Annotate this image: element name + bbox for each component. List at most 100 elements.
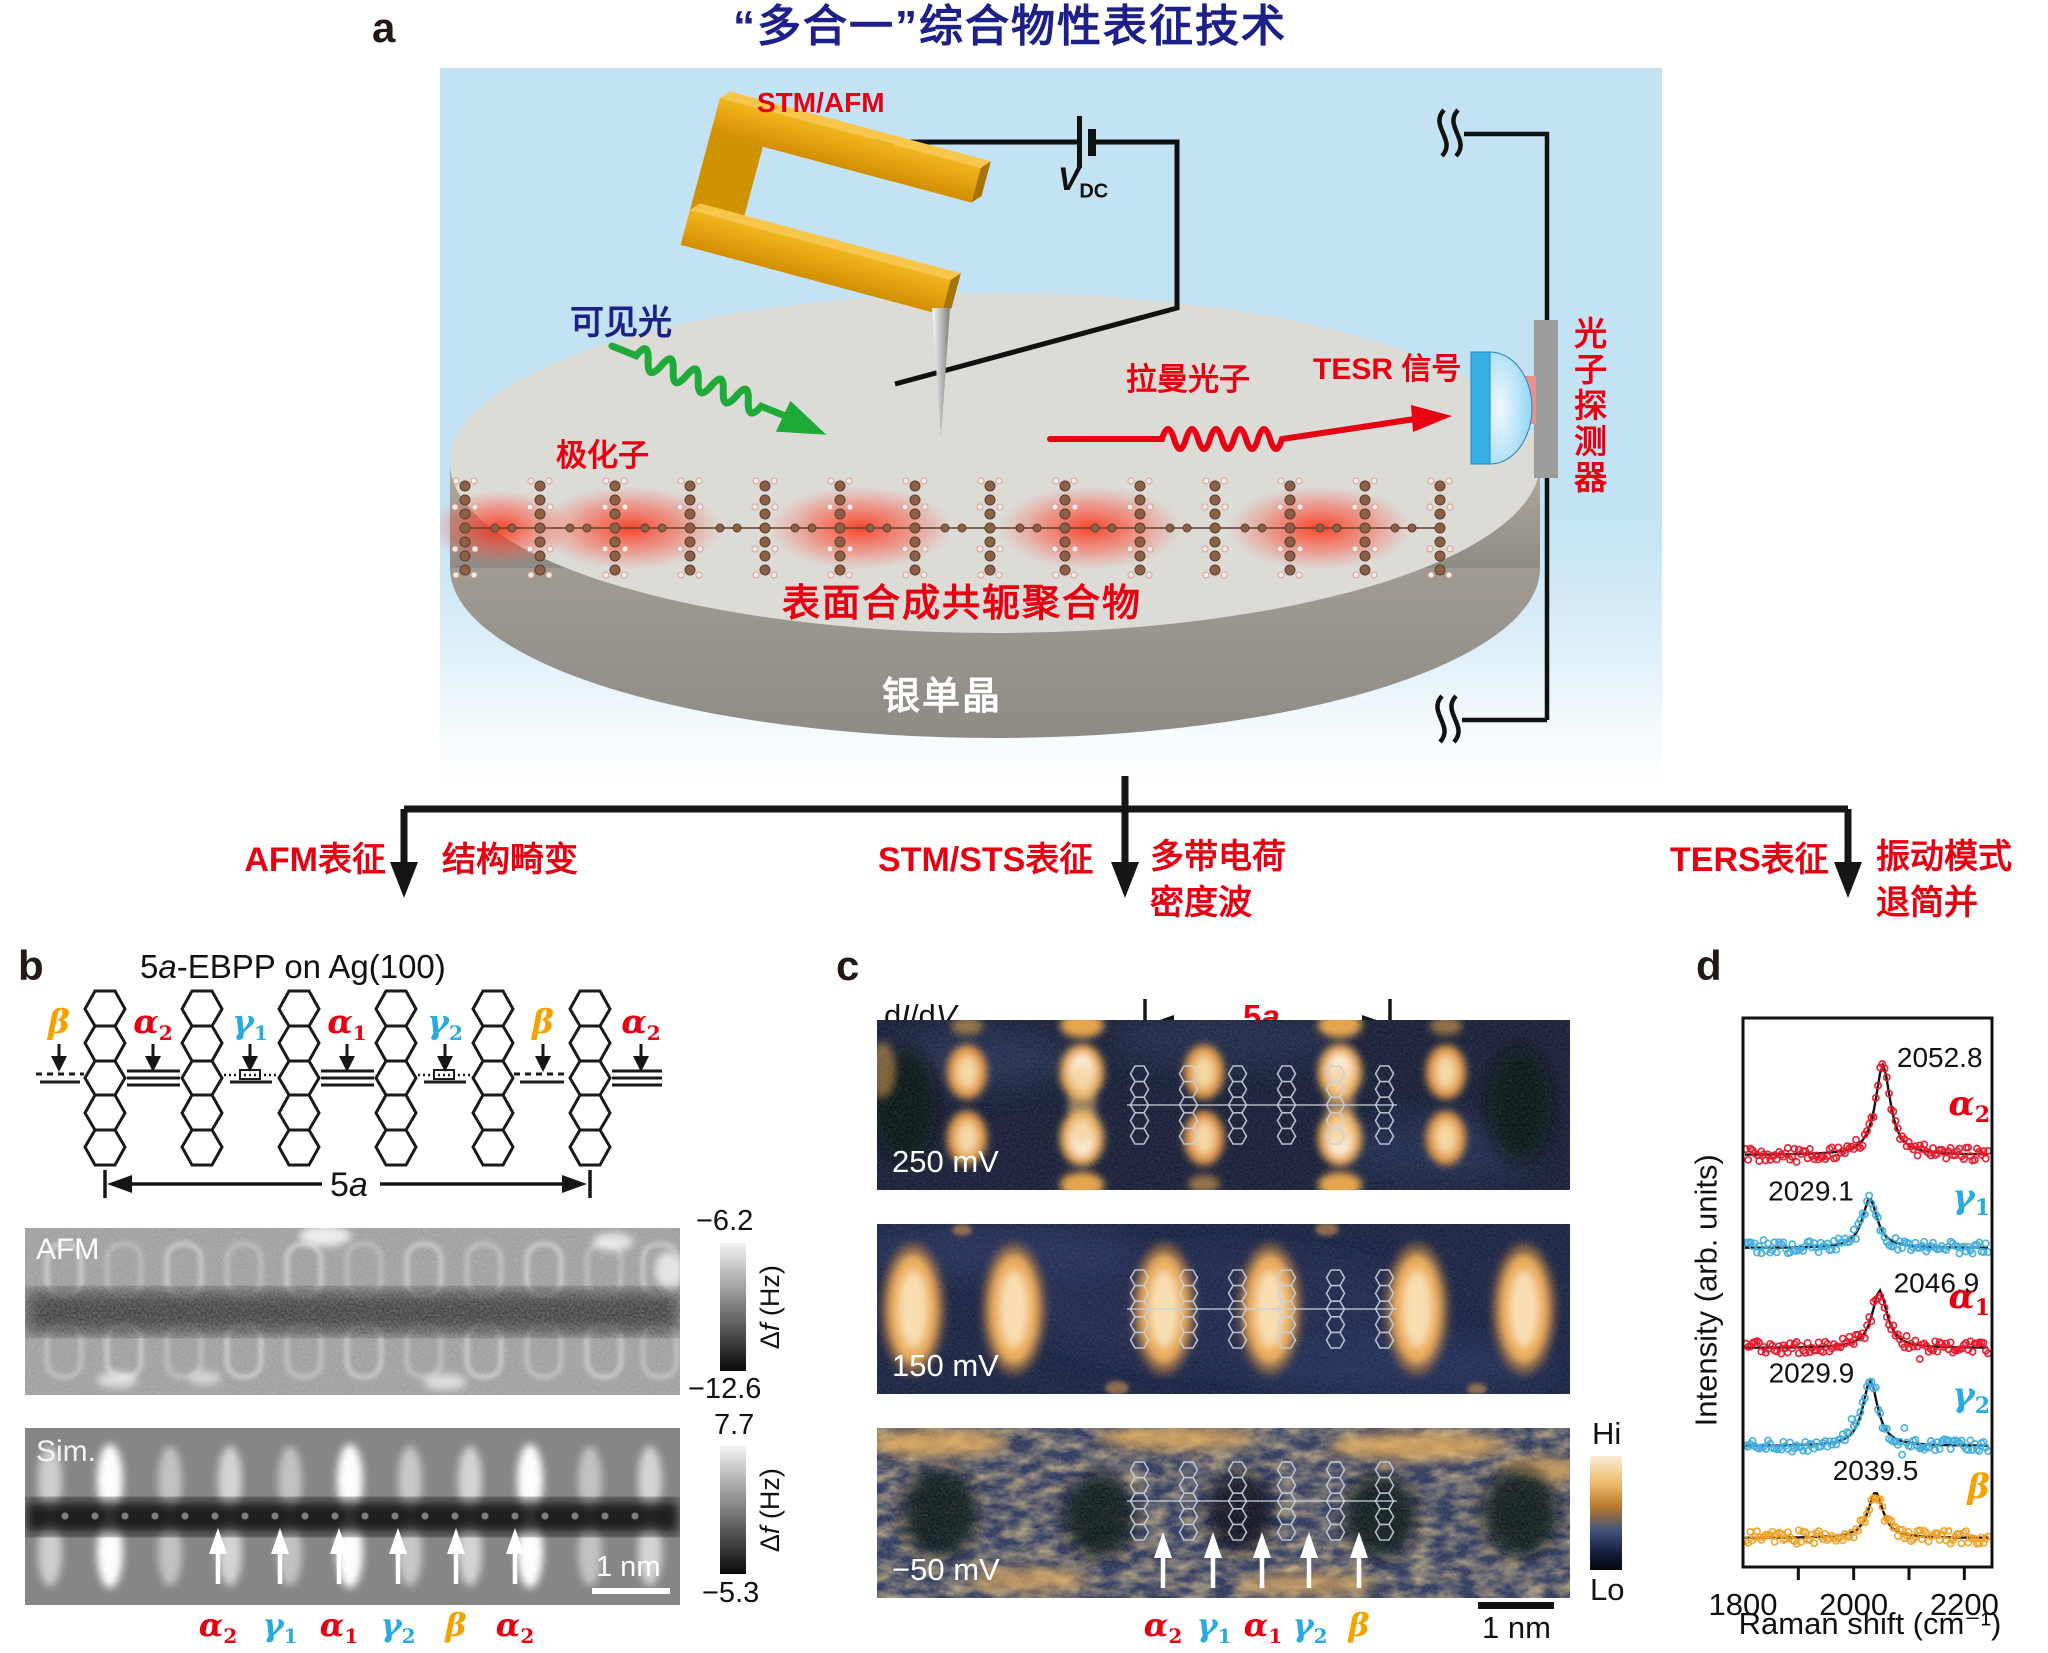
peak-label-gamma1: 2029.1 — [1768, 1176, 1854, 1207]
stm-branch-method: STM/STS表征 — [878, 841, 1094, 879]
mode-label-α2: α2 — [133, 1002, 173, 1045]
wire-break-icon — [1437, 696, 1458, 742]
didv-map-150mv — [877, 1224, 1570, 1394]
visible-light-label: 可见光 — [570, 304, 672, 342]
panel-d-label: d — [1696, 942, 1722, 989]
c-scalebar-label: 1 nm — [1482, 1610, 1551, 1645]
ters-branch-method: TERS表征 — [1670, 841, 1829, 879]
didv-map-minus50mv — [877, 1428, 1570, 1598]
mode-label-γ1: γ1 — [232, 1002, 268, 1045]
mode-label-α1: α1 — [327, 1002, 367, 1045]
b-title-italic-a: a — [158, 948, 177, 985]
panel-b-label: b — [18, 942, 44, 989]
detector-circuit-wire — [1462, 131, 1550, 723]
b-bond-label-row: β α2 γ1 α1 γ2 β α2 — [0, 1002, 700, 1045]
d-ylabel: Intensity (arb. units) — [1688, 1154, 1724, 1427]
I-italic: I — [901, 998, 910, 1033]
peak-label-gamma2: 2029.9 — [1769, 1357, 1855, 1388]
panel-a-schematic — [440, 68, 1662, 792]
vdc-subscript: DC — [1079, 180, 1109, 203]
hz-unit: (Hz) — [754, 1265, 785, 1324]
spectrum-alpha2 — [1744, 1059, 1991, 1166]
mode-label-α2: α2 — [495, 1606, 535, 1648]
polymer-label: 表面合成共轭聚合物 — [782, 583, 1143, 625]
mode-label-γ1: γ1 — [262, 1606, 298, 1648]
photodetector-assembly — [1470, 320, 1558, 478]
mode-label-gamma1: γ1 — [1952, 1177, 1990, 1221]
afm-colorbar-min: −12.6 — [688, 1373, 762, 1405]
bias-label-minus50mv: −50 mV — [892, 1552, 1000, 1587]
c-colorbar-min: Lo — [1590, 1572, 1625, 1607]
spectrum-beta — [1744, 1492, 1991, 1548]
sim-colorbar-max: 7.7 — [714, 1409, 755, 1441]
delta: Δ — [754, 1534, 785, 1553]
c-colorbar — [1590, 1456, 1622, 1570]
silver-crystal-label: 银单晶 — [882, 676, 1003, 718]
ters-branch-result-1: 振动模式 — [1876, 838, 2012, 876]
mode-label-γ2: γ2 — [1292, 1606, 1328, 1648]
bond-pointer-arrows — [51, 1044, 649, 1072]
afm-image-label: AFM — [36, 1233, 100, 1266]
sim-colorbar — [720, 1446, 746, 1574]
c-mode-label-row: α2 γ1 α1 γ2 β — [0, 1606, 2048, 1648]
mode-label-β: β — [1348, 1606, 1370, 1644]
mode-label-β: β — [445, 1606, 467, 1644]
mode-label-α1: α1 — [319, 1606, 359, 1648]
sim-colorbar-axis: Δf (Hz) — [754, 1440, 785, 1580]
d-frame — [1741, 1016, 1994, 1569]
visible-light-beam-icon — [608, 342, 827, 435]
branch-arrows — [390, 776, 1862, 898]
lens-dome — [1489, 351, 1533, 465]
afm-colorbar-axis: Δf (Hz) — [754, 1237, 785, 1377]
stm-branch-result-1: 多带电荷 — [1150, 838, 1286, 876]
mode-label-gamma2: γ2 — [1952, 1375, 1990, 1419]
beta-bond — [36, 1072, 568, 1084]
figure-title: “多合一”综合物性表征技术 — [733, 2, 1287, 51]
stm-branch-result-2: 密度波 — [1150, 884, 1252, 922]
raman-spectra-plot: 1800 2000 2200 2052.8 α2 2029.1 γ1 2046.9α1 2029… — [1709, 1016, 1999, 1622]
mode-label-α2: α2 — [198, 1606, 238, 1648]
ters-branch-result-2: 退简并 — [1876, 884, 1978, 922]
spectrum-alpha1 — [1744, 1288, 1991, 1364]
fit-curve-gamma2 — [1744, 1378, 1988, 1447]
photon-detector-label: 光子探测器 — [1569, 316, 1607, 496]
sim-colorbar-min: −5.3 — [702, 1577, 760, 1609]
f-italic: f — [754, 1526, 785, 1535]
d-xlabel: Raman shift (cm⁻¹) — [1738, 1606, 2002, 1641]
battery-icon — [1077, 116, 1096, 168]
b-title-number: 5 — [140, 948, 159, 985]
probe-tip — [932, 308, 950, 438]
mode-label-γ2: γ2 — [427, 1002, 463, 1045]
panel-a-scene — [440, 91, 1558, 792]
tesr-signal-label: TESR 信号 — [1313, 353, 1462, 386]
x-tick-label: 1800 — [1709, 1587, 1778, 1622]
stm-afm-cantilever — [680, 91, 991, 315]
raman-photon-label: 拉曼光子 — [1126, 362, 1250, 397]
mode-label-β: β — [48, 1002, 70, 1041]
sim-image — [25, 1428, 680, 1605]
b-scalebar-label: 1 nm — [596, 1551, 661, 1583]
stm-afm-label: STM/AFM — [757, 87, 885, 118]
afm-colorbar-max: −6.2 — [696, 1205, 754, 1237]
sim-image-label: Sim. — [36, 1435, 96, 1468]
mode-label-beta: β — [1965, 1467, 1990, 1507]
b-span-number: 5 — [330, 1166, 349, 1204]
mode-label-γ2: γ2 — [380, 1606, 416, 1648]
panel-a-label: a — [372, 4, 396, 51]
b-structure-title: 5a-EBPP on Ag(100) — [140, 948, 446, 985]
c-colorbar-max: Hi — [1592, 1416, 1622, 1451]
gamma-bond — [224, 1069, 471, 1084]
mode-label-alpha2: α2 — [1949, 1084, 1990, 1128]
wire-break-icon — [1439, 110, 1460, 156]
b-span-italic-a: a — [348, 1166, 368, 1204]
polaron-label: 极化子 — [556, 438, 649, 473]
lens-flat — [1470, 351, 1491, 465]
peak-label-alpha2: 2052.8 — [1897, 1042, 1983, 1073]
c-scalebar — [1478, 1602, 1554, 1609]
vdc-symbol: V — [1058, 161, 1080, 197]
mode-label-β: β — [532, 1002, 554, 1041]
vdc-label: VDC — [1058, 161, 1109, 203]
spectrum-gamma2 — [1744, 1377, 1991, 1459]
mode-label-α1: α1 — [1243, 1606, 1283, 1648]
afm-image — [25, 1228, 680, 1395]
